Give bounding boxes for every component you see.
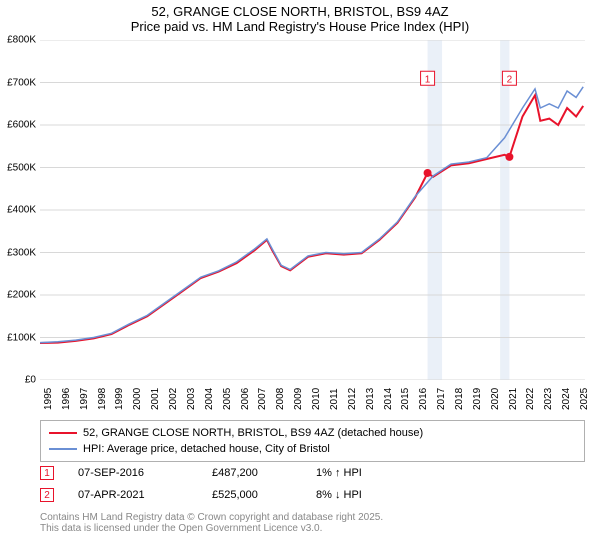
y-tick-label: £600K [7,120,36,131]
chart-plot-area: 12 [40,40,585,380]
x-tick-label: 2012 [347,388,358,410]
x-tick-label: 2002 [168,388,179,410]
x-tick-label: 1997 [79,388,90,410]
x-tick-label: 2003 [186,388,197,410]
chart-svg: 12 [40,40,585,380]
footer: Contains HM Land Registry data © Crown c… [40,512,383,534]
x-tick-label: 1998 [97,388,108,410]
x-tick-label: 2025 [579,388,590,410]
sale-marker-dot [505,153,513,161]
sale-marker-icon: 1 [40,466,54,480]
x-tick-label: 1995 [43,388,54,410]
y-tick-label: £200K [7,290,36,301]
sale-price: £525,000 [212,489,292,501]
x-tick-label: 2020 [490,388,501,410]
sale-marker-label: 2 [507,74,513,85]
footer-line-1: Contains HM Land Registry data © Crown c… [40,512,383,523]
sale-date: 07-SEP-2016 [78,467,188,479]
x-tick-label: 2007 [257,388,268,410]
x-tick-label: 1999 [114,388,125,410]
x-axis: 1995 1996 1997 1998 1999 2000 2001 2002 2003 2004… [40,382,585,422]
y-tick-label: £400K [7,205,36,216]
sale-marker-dot [424,169,432,177]
sale-delta: 1% ↑ HPI [316,467,406,479]
y-tick-label: £300K [7,247,36,258]
legend-item: HPI: Average price, detached house, City… [49,441,576,457]
x-tick-label: 2005 [222,388,233,410]
sales-table: 1 07-SEP-2016 £487,200 1% ↑ HPI 2 07-APR-2021… [40,462,406,506]
sale-date: 07-APR-2021 [78,489,188,501]
sale-marker-label: 1 [425,74,431,85]
x-tick-label: 2011 [329,388,340,410]
legend: 52, GRANGE CLOSE NORTH, BRISTOL, BS9 4AZ… [40,420,585,462]
chart-container: 52, GRANGE CLOSE NORTH, BRISTOL, BS9 4AZ… [0,0,600,560]
x-tick-label: 2000 [132,388,143,410]
legend-label: 52, GRANGE CLOSE NORTH, BRISTOL, BS9 4AZ… [83,427,423,439]
y-tick-label: £800K [7,35,36,46]
x-tick-label: 2009 [293,388,304,410]
x-tick-label: 2022 [525,388,536,410]
sale-row: 2 07-APR-2021 £525,000 8% ↓ HPI [40,484,406,506]
x-tick-label: 2019 [472,388,483,410]
legend-swatch [49,448,77,450]
legend-item: 52, GRANGE CLOSE NORTH, BRISTOL, BS9 4AZ… [49,425,576,441]
title-line-1: 52, GRANGE CLOSE NORTH, BRISTOL, BS9 4AZ [0,4,600,19]
x-tick-label: 2008 [275,388,286,410]
legend-label: HPI: Average price, detached house, City… [83,443,330,455]
y-tick-label: £500K [7,162,36,173]
y-axis: £0£100K£200K£300K£400K£500K£600K£700K£80… [0,40,38,380]
x-tick-label: 2006 [240,388,251,410]
x-tick-label: 2004 [204,388,215,410]
title-block: 52, GRANGE CLOSE NORTH, BRISTOL, BS9 4AZ… [0,0,600,34]
sale-price: £487,200 [212,467,292,479]
x-tick-label: 2017 [436,388,447,410]
title-line-2: Price paid vs. HM Land Registry's House … [0,19,600,34]
x-tick-label: 2015 [400,388,411,410]
x-tick-label: 2014 [383,388,394,410]
y-tick-label: £0 [25,375,36,386]
y-tick-label: £700K [7,77,36,88]
y-tick-label: £100K [7,332,36,343]
x-tick-label: 1996 [61,388,72,410]
legend-swatch [49,432,77,434]
x-tick-label: 2010 [311,388,322,410]
sale-marker-icon: 2 [40,488,54,502]
x-tick-label: 2018 [454,388,465,410]
x-tick-label: 2013 [365,388,376,410]
x-tick-label: 2001 [150,388,161,410]
footer-line-2: This data is licensed under the Open Gov… [40,523,383,534]
x-tick-label: 2024 [561,388,572,410]
x-tick-label: 2021 [508,388,519,410]
sale-row: 1 07-SEP-2016 £487,200 1% ↑ HPI [40,462,406,484]
x-tick-label: 2016 [418,388,429,410]
sale-delta: 8% ↓ HPI [316,489,406,501]
x-tick-label: 2023 [543,388,554,410]
